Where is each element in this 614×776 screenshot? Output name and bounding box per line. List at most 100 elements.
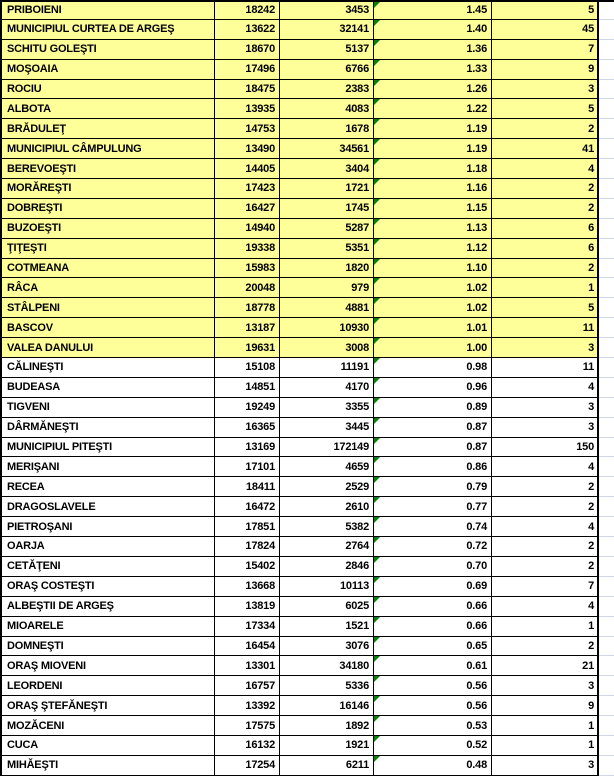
locality-name-cell[interactable]: SCHITU GOLEŞTI xyxy=(0,39,215,60)
ratio-cell[interactable]: 0.61 xyxy=(374,656,492,677)
locality-name-cell[interactable]: STÂLPENI xyxy=(0,298,215,319)
locality-name-cell[interactable]: CUCA xyxy=(0,735,215,756)
empty-cell[interactable] xyxy=(599,179,614,199)
empty-cell[interactable] xyxy=(599,716,614,736)
count-cell[interactable]: 4 xyxy=(492,159,599,180)
ratio-cell[interactable]: 0.66 xyxy=(374,596,492,617)
ratio-cell[interactable]: 0.65 xyxy=(374,636,492,657)
empty-cell[interactable] xyxy=(599,119,614,140)
locality-name-cell[interactable]: MIHĂEŞTI xyxy=(0,755,215,776)
count-cell[interactable]: 2 xyxy=(492,556,599,577)
count-cell[interactable]: 2 xyxy=(492,119,599,140)
value1-cell[interactable]: 13187 xyxy=(215,318,280,339)
ratio-cell[interactable]: 1.40 xyxy=(374,19,492,40)
count-cell[interactable]: 2 xyxy=(492,497,599,518)
empty-cell[interactable] xyxy=(599,79,614,100)
ratio-cell[interactable]: 1.13 xyxy=(374,218,492,239)
count-cell[interactable]: 41 xyxy=(492,139,599,160)
empty-cell[interactable] xyxy=(599,397,614,418)
value1-cell[interactable]: 20048 xyxy=(215,278,280,299)
locality-name-cell[interactable]: ROCIU xyxy=(0,79,215,100)
value2-cell[interactable]: 34180 xyxy=(280,656,374,677)
count-cell[interactable]: 11 xyxy=(492,318,599,339)
value2-cell[interactable]: 32141 xyxy=(280,19,374,40)
ratio-cell[interactable]: 0.96 xyxy=(374,377,492,398)
value1-cell[interactable]: 13819 xyxy=(215,596,280,617)
value1-cell[interactable]: 13490 xyxy=(215,139,280,160)
count-cell[interactable]: 1 xyxy=(492,716,599,736)
locality-name-cell[interactable]: VALEA DANULUI xyxy=(0,338,215,359)
value1-cell[interactable]: 16365 xyxy=(215,417,280,438)
value1-cell[interactable]: 13668 xyxy=(215,576,280,597)
locality-name-cell[interactable]: ŢIŢEŞTI xyxy=(0,238,215,259)
empty-cell[interactable] xyxy=(599,198,614,219)
value1-cell[interactable]: 15108 xyxy=(215,358,280,378)
locality-name-cell[interactable]: ORAŞ ŞTEFĂNEŞTI xyxy=(0,696,215,717)
count-cell[interactable]: 3 xyxy=(492,755,599,776)
empty-cell[interactable] xyxy=(599,318,614,339)
empty-cell[interactable] xyxy=(599,497,614,518)
empty-cell[interactable] xyxy=(599,556,614,577)
ratio-cell[interactable]: 1.19 xyxy=(374,119,492,140)
value2-cell[interactable]: 1921 xyxy=(280,735,374,756)
ratio-cell[interactable]: 1.18 xyxy=(374,159,492,180)
value1-cell[interactable]: 17254 xyxy=(215,755,280,776)
count-cell[interactable]: 2 xyxy=(492,179,599,199)
value2-cell[interactable]: 3076 xyxy=(280,636,374,657)
value1-cell[interactable]: 14405 xyxy=(215,159,280,180)
value1-cell[interactable]: 13392 xyxy=(215,696,280,717)
value1-cell[interactable]: 17824 xyxy=(215,537,280,557)
value2-cell[interactable]: 6211 xyxy=(280,755,374,776)
count-cell[interactable]: 4 xyxy=(492,457,599,478)
value1-cell[interactable]: 13935 xyxy=(215,99,280,120)
empty-cell[interactable] xyxy=(599,656,614,677)
value2-cell[interactable]: 4083 xyxy=(280,99,374,120)
value2-cell[interactable]: 2610 xyxy=(280,497,374,518)
empty-cell[interactable] xyxy=(599,596,614,617)
locality-name-cell[interactable]: DOMNEŞTI xyxy=(0,636,215,657)
locality-name-cell[interactable]: BRĂDULEŢ xyxy=(0,119,215,140)
locality-name-cell[interactable]: BUDEASA xyxy=(0,377,215,398)
locality-name-cell[interactable]: RECEA xyxy=(0,477,215,498)
value2-cell[interactable]: 172149 xyxy=(280,437,374,458)
locality-name-cell[interactable]: ORAŞ COSTEŞTI xyxy=(0,576,215,597)
count-cell[interactable]: 9 xyxy=(492,696,599,717)
count-cell[interactable]: 7 xyxy=(492,576,599,597)
count-cell[interactable]: 3 xyxy=(492,417,599,438)
locality-name-cell[interactable]: ALBOTA xyxy=(0,99,215,120)
ratio-cell[interactable]: 1.01 xyxy=(374,318,492,339)
ratio-cell[interactable]: 1.19 xyxy=(374,139,492,160)
value2-cell[interactable]: 3453 xyxy=(280,0,374,20)
value1-cell[interactable]: 14940 xyxy=(215,218,280,239)
locality-name-cell[interactable]: DÂRMĂNEŞTI xyxy=(0,417,215,438)
count-cell[interactable]: 3 xyxy=(492,79,599,100)
value1-cell[interactable]: 16132 xyxy=(215,735,280,756)
empty-cell[interactable] xyxy=(599,477,614,498)
value1-cell[interactable]: 18411 xyxy=(215,477,280,498)
empty-cell[interactable] xyxy=(599,278,614,299)
empty-cell[interactable] xyxy=(599,99,614,120)
value2-cell[interactable]: 1892 xyxy=(280,716,374,736)
ratio-cell[interactable]: 1.15 xyxy=(374,198,492,219)
empty-cell[interactable] xyxy=(599,537,614,557)
value1-cell[interactable]: 17334 xyxy=(215,616,280,637)
locality-name-cell[interactable]: PIETROŞANI xyxy=(0,517,215,538)
value1-cell[interactable]: 16472 xyxy=(215,497,280,518)
value2-cell[interactable]: 6025 xyxy=(280,596,374,617)
empty-cell[interactable] xyxy=(599,39,614,60)
value2-cell[interactable]: 3355 xyxy=(280,397,374,418)
count-cell[interactable]: 4 xyxy=(492,596,599,617)
ratio-cell[interactable]: 1.00 xyxy=(374,338,492,359)
empty-cell[interactable] xyxy=(599,576,614,597)
count-cell[interactable]: 2 xyxy=(492,537,599,557)
value1-cell[interactable]: 18475 xyxy=(215,79,280,100)
value1-cell[interactable]: 18242 xyxy=(215,0,280,20)
value2-cell[interactable]: 2764 xyxy=(280,537,374,557)
count-cell[interactable]: 11 xyxy=(492,358,599,378)
empty-cell[interactable] xyxy=(599,517,614,538)
value1-cell[interactable]: 19631 xyxy=(215,338,280,359)
value1-cell[interactable]: 13622 xyxy=(215,19,280,40)
value2-cell[interactable]: 4170 xyxy=(280,377,374,398)
locality-name-cell[interactable]: PRIBOIENI xyxy=(0,0,215,20)
value2-cell[interactable]: 16146 xyxy=(280,696,374,717)
